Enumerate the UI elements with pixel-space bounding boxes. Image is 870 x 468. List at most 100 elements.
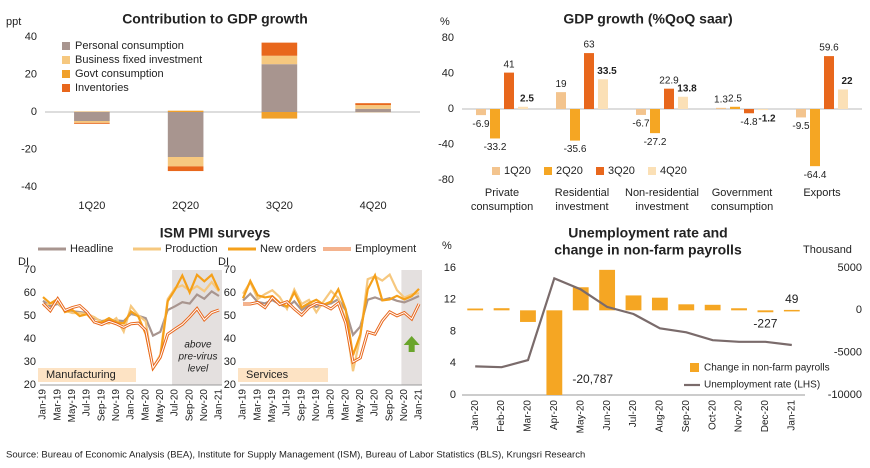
legend-swatch xyxy=(62,84,70,92)
x-tick-label: Government xyxy=(712,187,773,199)
x-tick-label: Jan-19 xyxy=(238,389,249,420)
x-tick-label: Jul-19 xyxy=(82,389,93,417)
y-tick-label: 70 xyxy=(224,264,236,276)
y-tick-label: -20 xyxy=(21,143,37,155)
legend-label: Inventories xyxy=(75,82,129,94)
x-tick-label: Jan-21 xyxy=(786,400,797,431)
x-tick-label: consumption xyxy=(711,201,773,213)
panel-label-box xyxy=(238,368,328,382)
y2-tick-label: 0 xyxy=(856,304,862,316)
data-label: -6.9 xyxy=(472,119,490,130)
x-tick-label: Mar-20 xyxy=(340,389,351,421)
line-series xyxy=(475,276,792,369)
y-tick-label: 80 xyxy=(442,32,454,44)
arrow xyxy=(403,336,420,352)
bar-segment xyxy=(74,122,110,124)
legend-swatch xyxy=(544,167,552,175)
x-tick-label: Mar-19 xyxy=(252,389,263,421)
panel-label-box xyxy=(38,368,136,382)
bar xyxy=(678,96,688,109)
y-tick-label: 40 xyxy=(24,333,36,345)
data-label: 2.5 xyxy=(520,93,534,104)
y-tick-label: 40 xyxy=(442,67,454,79)
legend-label: Change in non-farm payrolls xyxy=(704,363,830,374)
data-label: 49 xyxy=(785,292,799,306)
data-label: -6.7 xyxy=(632,119,650,130)
bar xyxy=(546,310,563,395)
legend-swatch xyxy=(62,56,70,64)
x-tick-label: Feb-20 xyxy=(496,400,507,432)
x-tick-label: Jul-20 xyxy=(370,389,381,417)
y2-tick-label: -5000 xyxy=(834,347,862,359)
legend-label: 3Q20 xyxy=(608,165,635,177)
x-tick-label: Jan-21 xyxy=(214,389,225,420)
panel-label: Manufacturing xyxy=(46,369,116,381)
line-series xyxy=(42,272,220,372)
legend-label: Govt consumption xyxy=(75,68,164,80)
x-tick-label: Oct-20 xyxy=(707,400,718,430)
bar-segment xyxy=(74,121,110,123)
bar xyxy=(518,106,528,109)
chart-title: GDP growth (%QoQ saar) xyxy=(563,11,732,27)
bar xyxy=(570,109,580,141)
x-tick-label: Jul-20 xyxy=(628,400,639,428)
x-tick-label: Jan-20 xyxy=(326,389,337,420)
x-tick-label: Nov-20 xyxy=(399,389,410,422)
bar-segment xyxy=(167,166,204,172)
y-tick-label: 20 xyxy=(24,379,36,391)
y-tick-label: 60 xyxy=(24,287,36,299)
y2-tick-label: -10000 xyxy=(828,389,862,401)
legend-label: Headline xyxy=(70,243,113,255)
legend-label: Business fixed investment xyxy=(75,54,202,66)
x-tick-label: Non-residential xyxy=(625,187,699,199)
x-tick-label: Residential xyxy=(555,187,609,199)
chart-title: Contribution to GDP growth xyxy=(122,11,308,27)
y-tick-label: 40 xyxy=(224,333,236,345)
data-label: 41 xyxy=(503,59,515,70)
y-axis-label: DI xyxy=(18,256,29,268)
x-tick-label: Nov-20 xyxy=(734,400,745,433)
line-series xyxy=(242,272,420,372)
line-series xyxy=(242,292,420,338)
x-tick-label: Private xyxy=(485,187,519,199)
bar xyxy=(651,297,668,311)
bar xyxy=(664,88,674,109)
x-tick-label: Sep-19 xyxy=(96,389,107,422)
y-axis-label: % xyxy=(440,16,450,28)
x-tick-label: Jan-20 xyxy=(470,400,481,431)
x-tick-label: consumption xyxy=(471,201,533,213)
data-label: -9.5 xyxy=(792,121,810,132)
x-tick-label: Mar-20 xyxy=(140,389,151,421)
y-tick-label: 4 xyxy=(450,357,456,369)
bar xyxy=(598,79,608,109)
chart-title: Unemployment rate and xyxy=(568,225,727,241)
data-label: 33.5 xyxy=(597,66,617,77)
y-tick-label: 8 xyxy=(450,325,456,337)
y-tick-label: -40 xyxy=(21,181,37,193)
legend-label: Personal consumption xyxy=(75,40,184,52)
bar xyxy=(796,109,806,118)
legend-label: Employment xyxy=(355,243,416,255)
x-tick-label: Jan-20 xyxy=(126,389,137,420)
y-tick-label: 40 xyxy=(25,31,37,43)
bar xyxy=(744,109,754,114)
x-tick-label: Jul-19 xyxy=(282,389,293,417)
data-label: 63 xyxy=(583,40,595,51)
shade xyxy=(172,270,222,385)
bar xyxy=(493,308,510,311)
bar xyxy=(758,109,768,111)
bar-segment xyxy=(167,157,204,167)
bar-segment xyxy=(167,110,204,112)
x-tick-label: Exports xyxy=(803,187,841,199)
x-tick-label: Apr-20 xyxy=(549,400,560,430)
bar xyxy=(599,269,616,311)
bar-segment xyxy=(355,103,391,106)
bar xyxy=(810,109,820,167)
y-axis-label: % xyxy=(442,240,452,252)
y-tick-label: 70 xyxy=(24,264,36,276)
y-tick-label: 50 xyxy=(224,310,236,322)
data-label: -64.4 xyxy=(804,170,827,181)
x-tick-label: Jan-21 xyxy=(414,389,425,420)
bar xyxy=(467,308,484,311)
